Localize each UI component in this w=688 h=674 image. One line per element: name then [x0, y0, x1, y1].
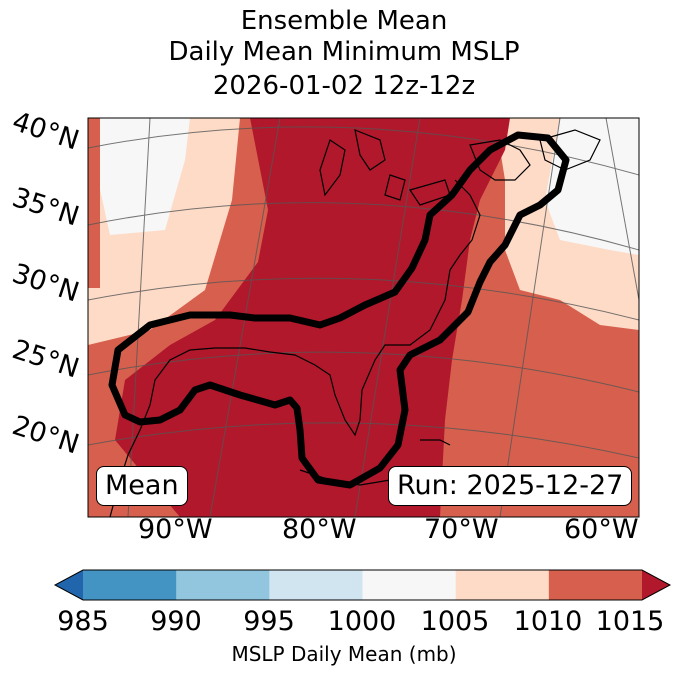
colorbar-tick: 995 — [243, 606, 295, 637]
colorbar-tick: 985 — [57, 606, 109, 637]
colorbar-outline — [53, 569, 672, 601]
lon-label-90w: 90°W — [138, 514, 213, 545]
graticule — [88, 118, 639, 517]
title-line-3: 2026-01-02 12z-12z — [212, 71, 476, 101]
map-frame — [87, 117, 640, 518]
field-edge-west — [88, 118, 100, 288]
lon-label-80w: 80°W — [282, 514, 357, 545]
colorbar-tick: 1005 — [420, 606, 490, 637]
mean-label: Mean — [96, 466, 188, 506]
run-label: Run: 2025-12-27 — [388, 466, 633, 506]
colorbar-segment — [269, 570, 364, 600]
contour-line — [108, 131, 570, 489]
lon-label-70w: 70°W — [424, 514, 499, 545]
map-field — [88, 118, 639, 517]
colorbar-tick: 1000 — [327, 606, 397, 637]
colorbar-segment — [455, 570, 550, 600]
colorbar-extend-low — [55, 570, 83, 600]
colorbar-segment — [362, 570, 457, 600]
field-1000-1005-west-core — [108, 140, 180, 225]
field-1015-plus — [115, 118, 510, 517]
title-line-2: Daily Mean Minimum MSLP — [168, 37, 520, 67]
colorbar-segment — [548, 570, 643, 600]
colorbar-extend-high — [642, 570, 670, 600]
colorbar-tick: 1010 — [513, 606, 583, 637]
colorbar-tick: 990 — [150, 606, 202, 637]
lon-label-60w: 60°W — [564, 514, 639, 545]
colorbar-segment — [176, 570, 270, 600]
colorbar-label: MSLP Daily Mean (mb) — [231, 642, 457, 666]
colorbar — [53, 569, 672, 601]
colorbar-tick: 1015 — [595, 606, 665, 637]
colorbar-segment — [83, 570, 177, 600]
field-1000-1005-east — [545, 118, 639, 255]
title-line-1: Ensemble Mean — [240, 6, 448, 36]
